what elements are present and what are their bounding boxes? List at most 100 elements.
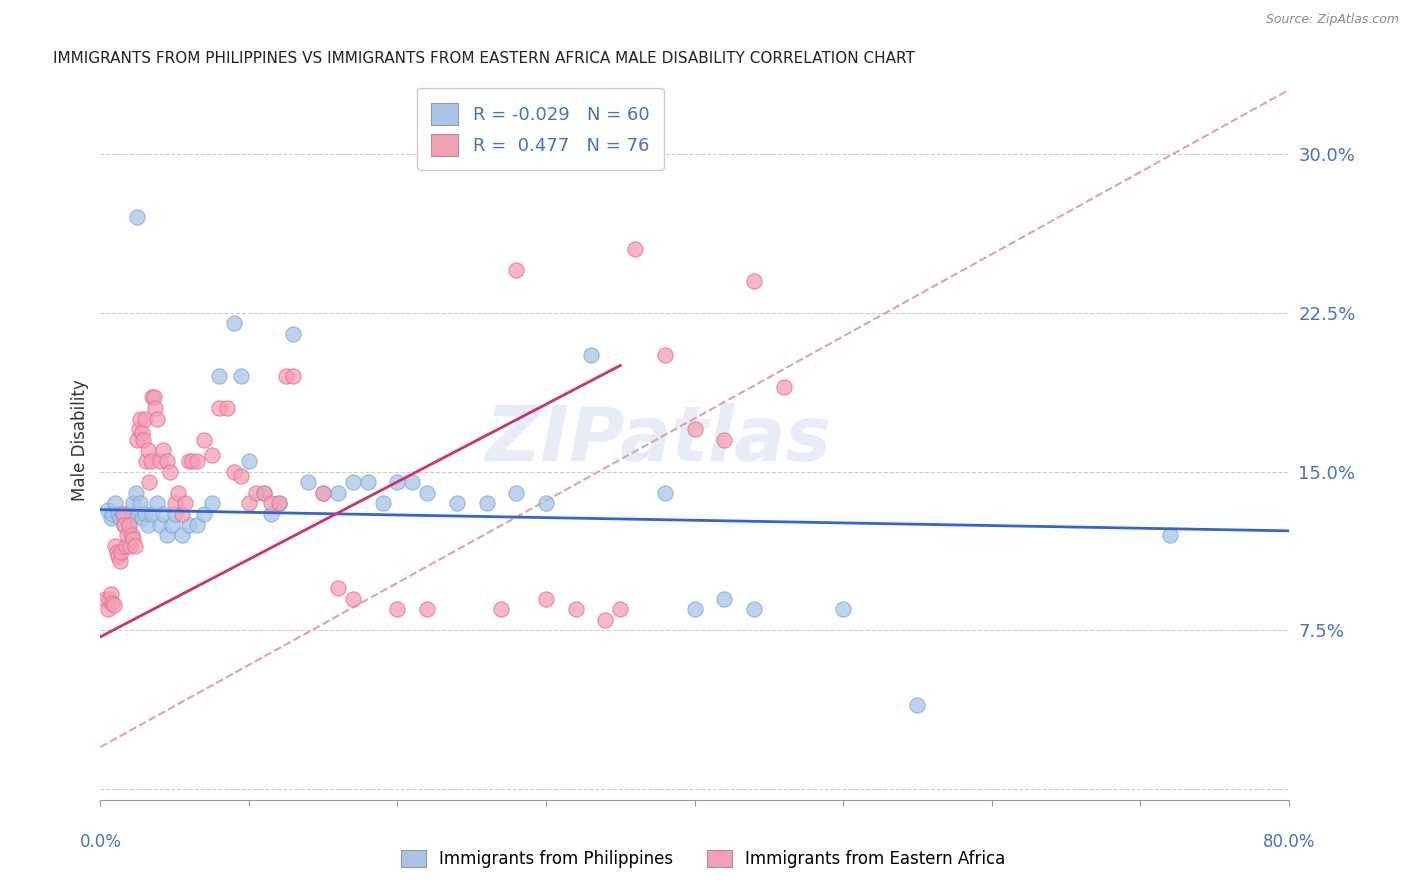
- Text: Source: ZipAtlas.com: Source: ZipAtlas.com: [1265, 13, 1399, 27]
- Point: [138, 475, 160, 489]
- Y-axis label: Male Disability: Male Disability: [72, 379, 89, 500]
- Text: ZIPatlas: ZIPatlas: [486, 402, 832, 476]
- Legend: Immigrants from Philippines, Immigrants from Eastern Africa: Immigrants from Philippines, Immigrants …: [394, 843, 1012, 875]
- Point: [238, 454, 260, 468]
- Point: [416, 602, 439, 616]
- Point: [107, 507, 129, 521]
- Point: [253, 485, 276, 500]
- Point: [149, 517, 172, 532]
- Point: [120, 539, 142, 553]
- Point: [107, 549, 129, 564]
- Point: [579, 348, 602, 362]
- Point: [117, 517, 139, 532]
- Point: [231, 468, 253, 483]
- Point: [654, 348, 676, 362]
- Point: [139, 454, 162, 468]
- Point: [143, 401, 166, 415]
- Point: [160, 517, 183, 532]
- Point: [342, 475, 364, 489]
- Point: [283, 369, 305, 384]
- Point: [134, 507, 156, 521]
- Point: [742, 274, 765, 288]
- Point: [112, 517, 135, 532]
- Point: [326, 581, 349, 595]
- Point: [905, 698, 928, 712]
- Point: [149, 454, 172, 468]
- Point: [111, 507, 134, 521]
- Point: [387, 475, 409, 489]
- Point: [475, 496, 498, 510]
- Point: [446, 496, 468, 510]
- Point: [231, 369, 253, 384]
- Point: [312, 485, 335, 500]
- Point: [193, 507, 215, 521]
- Point: [179, 454, 201, 468]
- Text: IMMIGRANTS FROM PHILIPPINES VS IMMIGRANTS FROM EASTERN AFRICA MALE DISABILITY CO: IMMIGRANTS FROM PHILIPPINES VS IMMIGRANT…: [53, 51, 915, 66]
- Point: [326, 485, 349, 500]
- Point: [505, 485, 527, 500]
- Text: 0.0%: 0.0%: [79, 833, 121, 851]
- Point: [208, 369, 231, 384]
- Point: [141, 390, 163, 404]
- Point: [97, 502, 120, 516]
- Point: [215, 401, 238, 415]
- Point: [121, 528, 143, 542]
- Point: [152, 443, 174, 458]
- Point: [152, 507, 174, 521]
- Point: [146, 411, 169, 425]
- Point: [654, 485, 676, 500]
- Point: [595, 613, 617, 627]
- Point: [163, 496, 186, 510]
- Point: [115, 528, 138, 542]
- Point: [104, 539, 127, 553]
- Point: [312, 485, 335, 500]
- Text: 80.0%: 80.0%: [1263, 833, 1315, 851]
- Point: [156, 528, 179, 542]
- Point: [283, 326, 305, 341]
- Point: [238, 496, 260, 510]
- Point: [127, 433, 149, 447]
- Point: [713, 433, 735, 447]
- Point: [170, 528, 193, 542]
- Point: [609, 602, 631, 616]
- Point: [100, 511, 122, 525]
- Point: [136, 443, 159, 458]
- Point: [98, 591, 121, 606]
- Point: [129, 496, 152, 510]
- Point: [267, 496, 290, 510]
- Point: [142, 390, 165, 404]
- Legend: R = -0.029   N = 60, R =  0.477   N = 76: R = -0.029 N = 60, R = 0.477 N = 76: [416, 88, 664, 170]
- Point: [742, 602, 765, 616]
- Point: [135, 454, 157, 468]
- Point: [534, 591, 557, 606]
- Point: [772, 380, 794, 394]
- Point: [104, 496, 127, 510]
- Point: [186, 517, 208, 532]
- Point: [108, 511, 131, 525]
- Point: [125, 485, 148, 500]
- Point: [208, 401, 231, 415]
- Point: [713, 591, 735, 606]
- Point: [101, 507, 124, 521]
- Point: [105, 545, 128, 559]
- Point: [114, 539, 136, 553]
- Point: [297, 475, 319, 489]
- Point: [387, 602, 409, 616]
- Point: [122, 533, 145, 547]
- Point: [101, 596, 124, 610]
- Point: [97, 602, 120, 616]
- Point: [534, 496, 557, 510]
- Point: [94, 591, 117, 606]
- Point: [260, 507, 283, 521]
- Point: [100, 587, 122, 601]
- Point: [120, 513, 142, 527]
- Point: [170, 507, 193, 521]
- Point: [124, 507, 146, 521]
- Point: [193, 433, 215, 447]
- Point: [115, 507, 138, 521]
- Point: [146, 496, 169, 510]
- Point: [274, 369, 297, 384]
- Point: [163, 507, 186, 521]
- Point: [103, 598, 125, 612]
- Point: [112, 517, 135, 532]
